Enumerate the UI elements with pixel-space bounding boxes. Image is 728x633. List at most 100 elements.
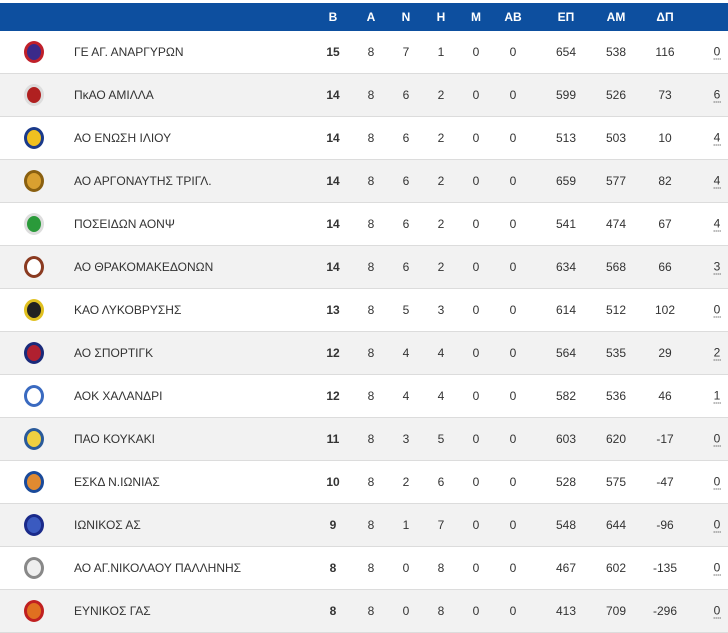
team-name[interactable]: ΕΥΝΙΚΟΣ ΓΑΣ	[74, 604, 151, 618]
column-header[interactable]: ΑΜ	[606, 10, 626, 24]
stat-cell-Η: 7	[437, 518, 445, 532]
team-name[interactable]: ΕΣΚΔ Ν.ΙΩΝΙΑΣ	[74, 475, 160, 489]
team-logo-icon	[24, 471, 44, 493]
stat-cell-Η: 3	[437, 303, 445, 317]
stat-cell-ΑΜ: 568	[605, 260, 627, 274]
team-name[interactable]: ΓΕ ΑΓ. ΑΝΑΡΓΥΡΩΝ	[74, 45, 184, 59]
penalty-link[interactable]: 4	[713, 130, 721, 146]
stat-cell-Ν: 6	[402, 260, 410, 274]
column-header[interactable]: Μ	[471, 10, 481, 24]
penalty-link[interactable]: 0	[713, 560, 721, 576]
stat-cell-Α: 8	[367, 346, 375, 360]
stat-cell-Α: 8	[367, 518, 375, 532]
penalty-link[interactable]: 0	[713, 302, 721, 318]
team-name[interactable]: ΑΟΚ ΧΑΛΑΝΔΡΙ	[74, 389, 163, 403]
team-name[interactable]: ΑΟ ΕΝΩΣΗ ΙΛΙΟΥ	[74, 131, 172, 145]
team-name[interactable]: ΚΑΟ ΛΥΚΟΒΡΥΣΗΣ	[74, 303, 182, 317]
stat-cell-ΔΠ: -96	[656, 518, 674, 532]
stat-cell-Α: 8	[367, 174, 375, 188]
stat-cell-Ν: 6	[402, 217, 410, 231]
stat-cell-Μ: 0	[472, 217, 480, 231]
stat-cell-Η: 5	[437, 432, 445, 446]
team-name[interactable]: ΠΟΣΕΙΔΩΝ ΑΟΝΨ	[74, 217, 175, 231]
stat-cell-Α: 8	[367, 217, 375, 231]
stat-cell-ΑΜ: 620	[605, 432, 627, 446]
stat-cell-ΕΠ: 599	[555, 88, 577, 102]
stat-cell-Η: 2	[437, 131, 445, 145]
stat-cell-Μ: 0	[472, 475, 480, 489]
stat-cell-ΔΠ: -296	[652, 604, 678, 618]
team-logo-icon	[24, 557, 44, 579]
stat-cell-Ν: 2	[402, 475, 410, 489]
stat-cell-Β: 15	[326, 45, 340, 59]
table-header: Β Α Ν Η Μ ΑΒ ΕΠ ΑΜ ΔΠ	[0, 3, 728, 31]
team-logo-icon	[24, 84, 44, 106]
penalty-link[interactable]: 3	[713, 259, 721, 275]
stat-cell-Α: 8	[367, 561, 375, 575]
team-name[interactable]: ΑΟ ΣΠΟΡΤΙΓΚ	[74, 346, 154, 360]
penalty-link[interactable]: 0	[713, 431, 721, 447]
team-logo-icon	[24, 342, 44, 364]
stat-cell-ΕΠ: 603	[555, 432, 577, 446]
column-header[interactable]: ΑΒ	[504, 10, 522, 24]
table-row: ΠκΑΟ ΑΜΙΛΛΑ 14 8 6 2 0 0 599 526 73 6	[0, 74, 728, 117]
stat-cell-ΑΒ: 0	[509, 561, 517, 575]
stat-cell-Ν: 0	[402, 604, 410, 618]
column-header[interactable]: Η	[436, 10, 446, 24]
table-row: ΑΟ ΘΡΑΚΟΜΑΚΕΔΟΝΩΝ 14 8 6 2 0 0 634 568 66 3	[0, 246, 728, 289]
stat-cell-ΑΜ: 512	[605, 303, 627, 317]
stat-cell-Μ: 0	[472, 303, 480, 317]
stat-cell-Μ: 0	[472, 174, 480, 188]
stat-cell-ΔΠ: -135	[652, 561, 678, 575]
team-name[interactable]: ΠκΑΟ ΑΜΙΛΛΑ	[74, 88, 154, 102]
table-row: ΓΕ ΑΓ. ΑΝΑΡΓΥΡΩΝ 15 8 7 1 0 0 654 538 116 0	[0, 31, 728, 74]
stat-cell-ΑΜ: 503	[605, 131, 627, 145]
column-header[interactable]: Β	[328, 10, 338, 24]
stat-cell-ΕΠ: 528	[555, 475, 577, 489]
penalty-link[interactable]: 0	[713, 603, 721, 619]
stat-cell-ΔΠ: 67	[658, 217, 672, 231]
stat-cell-Μ: 0	[472, 346, 480, 360]
stat-cell-Η: 8	[437, 604, 445, 618]
stat-cell-ΕΠ: 634	[555, 260, 577, 274]
column-header[interactable]: Ν	[401, 10, 411, 24]
team-logo-icon	[24, 256, 44, 278]
penalty-link[interactable]: 0	[713, 44, 721, 60]
stat-cell-ΔΠ: 73	[658, 88, 672, 102]
column-header[interactable]: Α	[366, 10, 376, 24]
penalty-link[interactable]: 6	[713, 87, 721, 103]
stat-cell-Ν: 1	[402, 518, 410, 532]
team-name[interactable]: ΑΟ ΑΓ.ΝΙΚΟΛΑΟΥ ΠΑΛΛΗΝΗΣ	[74, 561, 242, 575]
table-row: ΑΟΚ ΧΑΛΑΝΔΡΙ 12 8 4 4 0 0 582 536 46 1	[0, 375, 728, 418]
stat-cell-ΕΠ: 513	[555, 131, 577, 145]
stat-cell-Α: 8	[367, 260, 375, 274]
team-logo-icon	[24, 600, 44, 622]
stat-cell-Β: 14	[326, 174, 340, 188]
penalty-link[interactable]: 0	[713, 474, 721, 490]
column-header[interactable]: ΔΠ	[656, 10, 674, 24]
team-name[interactable]: ΑΟ ΘΡΑΚΟΜΑΚΕΔΟΝΩΝ	[74, 260, 214, 274]
stat-cell-Α: 8	[367, 475, 375, 489]
penalty-link[interactable]: 4	[713, 216, 721, 232]
team-name[interactable]: ΑΟ ΑΡΓΟΝΑΥΤΗΣ ΤΡΙΓΛ.	[74, 174, 212, 188]
stat-cell-Β: 8	[329, 561, 337, 575]
stat-cell-ΑΜ: 602	[605, 561, 627, 575]
penalty-link[interactable]: 1	[713, 388, 721, 404]
team-logo-icon	[24, 428, 44, 450]
stat-cell-ΕΠ: 614	[555, 303, 577, 317]
stat-cell-ΑΜ: 474	[605, 217, 627, 231]
stat-cell-Ν: 3	[402, 432, 410, 446]
stat-cell-Μ: 0	[472, 88, 480, 102]
stat-cell-Β: 13	[326, 303, 340, 317]
stat-cell-Β: 10	[326, 475, 340, 489]
team-name[interactable]: ΙΩΝΙΚΟΣ ΑΣ	[74, 518, 141, 532]
stat-cell-ΕΠ: 467	[555, 561, 577, 575]
stat-cell-ΑΜ: 644	[605, 518, 627, 532]
team-name[interactable]: ΠΑΟ ΚΟΥΚΑΚΙ	[74, 432, 156, 446]
penalty-link[interactable]: 0	[713, 517, 721, 533]
column-header[interactable]: ΕΠ	[557, 10, 575, 24]
penalty-link[interactable]: 2	[713, 345, 721, 361]
penalty-link[interactable]: 4	[713, 173, 721, 189]
table-row: ΠΑΟ ΚΟΥΚΑΚΙ 11 8 3 5 0 0 603 620 -17 0	[0, 418, 728, 461]
stat-cell-ΑΜ: 535	[605, 346, 627, 360]
